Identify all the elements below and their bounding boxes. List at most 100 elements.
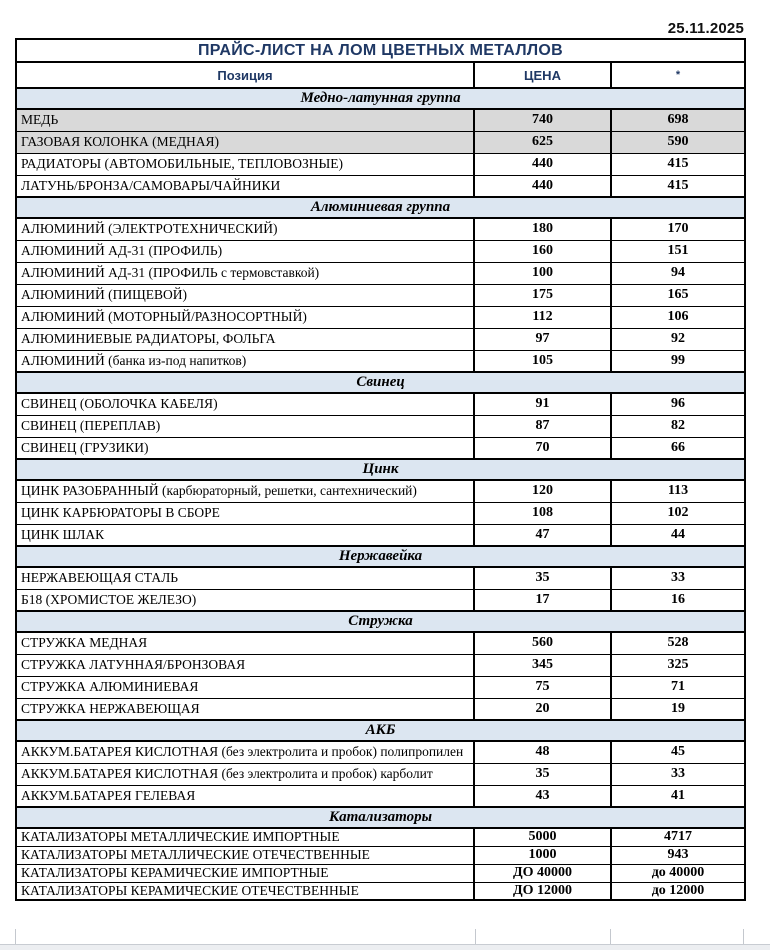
position-cell: РАДИАТОРЫ (АВТОМОБИЛЬНЫЕ, ТЕПЛОВОЗНЫЕ)	[15, 152, 475, 176]
section-title: Медно-латунная группа	[14, 87, 747, 110]
position-cell: АККУМ.БАТАРЕЯ ГЕЛЕВАЯ	[15, 784, 475, 808]
alt-price-cell: 16	[609, 588, 747, 612]
section-header-row: Цинк	[14, 458, 747, 481]
price-cell: 17	[473, 588, 612, 612]
alt-price-cell: 71	[609, 675, 747, 699]
price-table: ПРАЙС-ЛИСТ НА ЛОМ ЦВЕТНЫХ МЕТАЛЛОВ Позиц…	[14, 38, 747, 901]
column-header-position: Позиция	[15, 61, 475, 89]
price-cell: 87	[473, 414, 612, 438]
position-cell: ЛАТУНЬ/БРОНЗА/САМОВАРЫ/ЧАЙНИКИ	[15, 174, 475, 198]
next-table-column-divider	[610, 929, 611, 945]
price-cell: 91	[473, 392, 612, 416]
table-row: ЦИНК ШЛАК 47 44	[15, 523, 747, 547]
table-row: КАТАЛИЗАТОРЫ КЕРАМИЧЕСКИЕ ОТЕЧЕСТВЕННЫЕ Д…	[15, 881, 747, 901]
price-cell: 160	[473, 239, 612, 263]
alt-price-cell: 66	[609, 436, 747, 460]
price-cell: 112	[473, 305, 612, 329]
section-title: Нержавейка	[14, 545, 747, 568]
alt-price-cell: 41	[609, 784, 747, 808]
alt-price-cell: 151	[609, 239, 747, 263]
next-table-column-divider	[475, 929, 476, 945]
table-row: СТРУЖКА АЛЮМИНИЕВАЯ 75 71	[15, 675, 747, 699]
table-body: Медно-латунная группа МЕДЬ 740 698 ГАЗОВАЯ К…	[14, 87, 747, 901]
table-row: Б18 (ХРОМИСТОЕ ЖЕЛЕЗО) 17 16	[15, 588, 747, 612]
price-cell: 175	[473, 283, 612, 307]
alt-price-cell: 45	[609, 740, 747, 764]
alt-price-cell: 170	[609, 217, 747, 241]
table-title-row: ПРАЙС-ЛИСТ НА ЛОМ ЦВЕТНЫХ МЕТАЛЛОВ	[14, 38, 747, 63]
alt-price-cell: 92	[609, 327, 747, 351]
position-cell: ЦИНК КАРБЮРАТОРЫ В СБОРЕ	[15, 501, 475, 525]
price-cell: 20	[473, 697, 612, 721]
section-title: АКБ	[14, 719, 747, 742]
position-cell: КАТАЛИЗАТОРЫ МЕТАЛЛИЧЕСКИЕ ИМПОРТНЫЕ	[15, 827, 475, 847]
section-title: Алюминиевая группа	[14, 196, 747, 219]
price-cell: 5000	[473, 827, 612, 847]
alt-price-cell: 4717	[609, 827, 747, 847]
price-cell: 75	[473, 675, 612, 699]
price-cell: 345	[473, 653, 612, 677]
position-cell: МЕДЬ	[15, 108, 475, 132]
price-cell: 100	[473, 261, 612, 285]
table-row: СВИНЕЦ (ОБОЛОЧКА КАБЕЛЯ) 91 96	[15, 392, 747, 416]
position-cell: СТРУЖКА ЛАТУННАЯ/БРОНЗОВАЯ	[15, 653, 475, 677]
table-row: АЛЮМИНИЙ АД-31 (ПРОФИЛЬ) 160 151	[15, 239, 747, 263]
table-row: МЕДЬ 740 698	[15, 108, 747, 132]
position-cell: ГАЗОВАЯ КОЛОНКА (МЕДНАЯ)	[15, 130, 475, 154]
table-row: РАДИАТОРЫ (АВТОМОБИЛЬНЫЕ, ТЕПЛОВОЗНЫЕ) 44…	[15, 152, 747, 176]
position-cell: Б18 (ХРОМИСТОЕ ЖЕЛЕЗО)	[15, 588, 475, 612]
position-cell: НЕРЖАВЕЮЩАЯ СТАЛЬ	[15, 566, 475, 590]
table-row: ЦИНК РАЗОБРАННЫЙ (карбюраторный, решетки…	[15, 479, 747, 503]
position-cell: АККУМ.БАТАРЕЯ КИСЛОТНАЯ (без электролита…	[15, 740, 475, 764]
section-header-row: Медно-латунная группа	[14, 87, 747, 110]
section-header-row: Нержавейка	[14, 545, 747, 568]
alt-price-cell: до 40000	[609, 863, 747, 883]
alt-price-cell: 325	[609, 653, 747, 677]
price-cell: ДО 40000	[473, 863, 612, 883]
section-title: Свинец	[14, 371, 747, 394]
price-cell: 625	[473, 130, 612, 154]
position-cell: КАТАЛИЗАТОРЫ КЕРАМИЧЕСКИЕ ОТЕЧЕСТВЕННЫЕ	[15, 881, 475, 901]
alt-price-cell: 82	[609, 414, 747, 438]
price-cell: 70	[473, 436, 612, 460]
section-header-row: АКБ	[14, 719, 747, 742]
table-row: НЕРЖАВЕЮЩАЯ СТАЛЬ 35 33	[15, 566, 747, 590]
alt-price-cell: 94	[609, 261, 747, 285]
price-cell: ДО 12000	[473, 881, 612, 901]
alt-price-cell: 106	[609, 305, 747, 329]
alt-price-cell: 415	[609, 174, 747, 198]
section-header-row: Свинец	[14, 371, 747, 394]
position-cell: КАТАЛИЗАТОРЫ МЕТАЛЛИЧЕСКИЕ ОТЕЧЕСТВЕННЫЕ	[15, 845, 475, 865]
section-title: Стружка	[14, 610, 747, 633]
price-cell: 35	[473, 566, 612, 590]
price-cell: 440	[473, 152, 612, 176]
price-cell: 43	[473, 784, 612, 808]
table-row: ЦИНК КАРБЮРАТОРЫ В СБОРЕ 108 102	[15, 501, 747, 525]
section-title: Цинк	[14, 458, 747, 481]
table-row: КАТАЛИЗАТОРЫ МЕТАЛЛИЧЕСКИЕ ИМПОРТНЫЕ 5000…	[15, 827, 747, 847]
section-header-row: Стружка	[14, 610, 747, 633]
alt-price-cell: 44	[609, 523, 747, 547]
table-header-row: Позиция ЦЕНА *	[15, 61, 747, 89]
table-row: СВИНЕЦ (ГРУЗИКИ) 70 66	[15, 436, 747, 460]
column-header-asterisk: *	[609, 61, 747, 89]
alt-price-cell: 102	[609, 501, 747, 525]
alt-price-cell: 99	[609, 349, 747, 373]
position-cell: АЛЮМИНИЙ АД-31 (ПРОФИЛЬ с термовставкой)	[15, 261, 475, 285]
alt-price-cell: 943	[609, 845, 747, 865]
table-row: СТРУЖКА ЛАТУННАЯ/БРОНЗОВАЯ 345 325	[15, 653, 747, 677]
alt-price-cell: 33	[609, 762, 747, 786]
alt-price-cell: 165	[609, 283, 747, 307]
table-row: КАТАЛИЗАТОРЫ КЕРАМИЧЕСКИЕ ИМПОРТНЫЕ ДО 40…	[15, 863, 747, 883]
position-cell: АЛЮМИНИЙ АД-31 (ПРОФИЛЬ)	[15, 239, 475, 263]
next-table-right-border	[743, 929, 744, 945]
table-row: АЛЮМИНИЙ АД-31 (ПРОФИЛЬ с термовставкой)…	[15, 261, 747, 285]
table-row: АЛЮМИНИЙ (ЭЛЕКТРОТЕХНИЧЕСКИЙ) 180 170	[15, 217, 747, 241]
position-cell: СВИНЕЦ (ГРУЗИКИ)	[15, 436, 475, 460]
section-header-row: Алюминиевая группа	[14, 196, 747, 219]
alt-price-cell: 415	[609, 152, 747, 176]
table-row: СТРУЖКА МЕДНАЯ 560 528	[15, 631, 747, 655]
price-cell: 440	[473, 174, 612, 198]
table-row: СТРУЖКА НЕРЖАВЕЮЩАЯ 20 19	[15, 697, 747, 721]
position-cell: АЛЮМИНИЙ (МОТОРНЫЙ/РАЗНОСОРТНЫЙ)	[15, 305, 475, 329]
